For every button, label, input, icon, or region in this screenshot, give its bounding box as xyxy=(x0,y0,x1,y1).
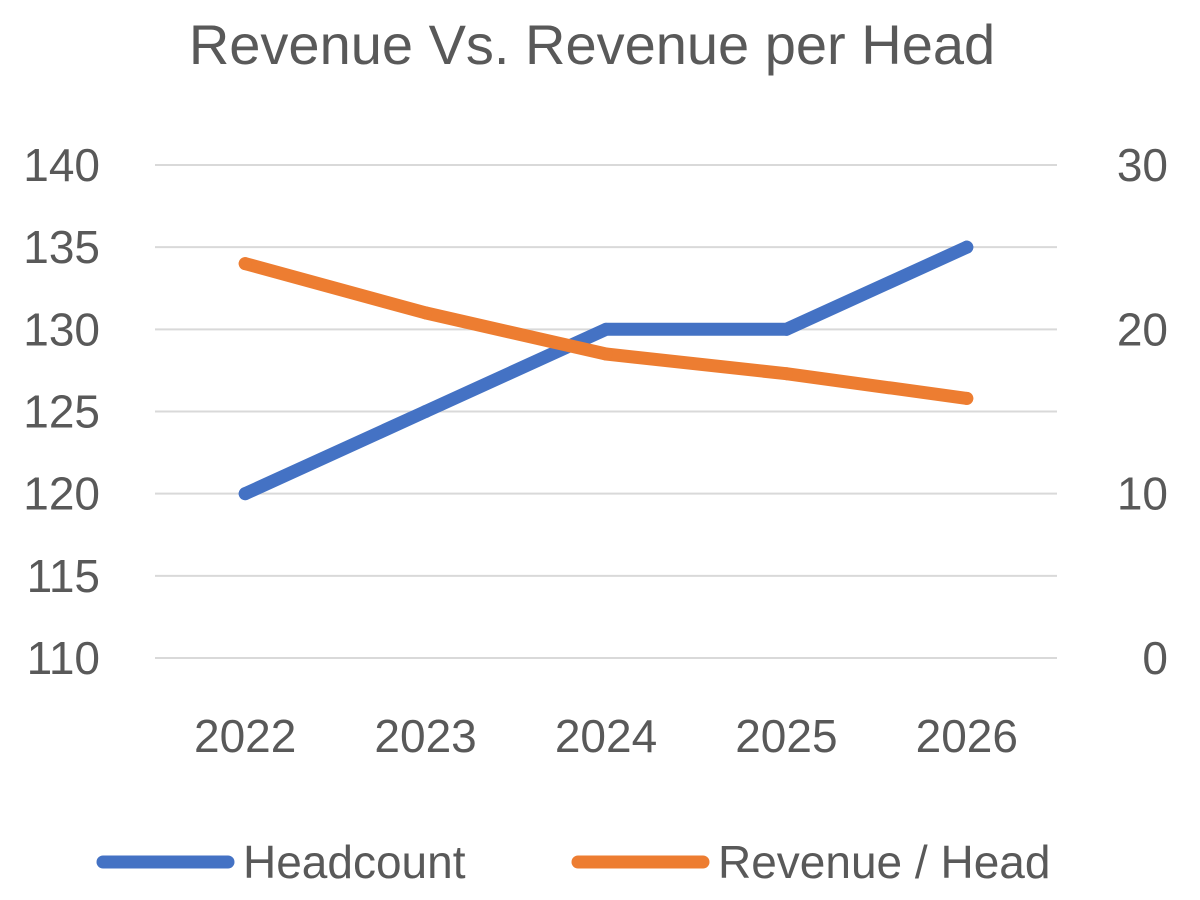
series-point xyxy=(238,257,252,271)
left-axis-ticks: 110 115 120 125 130 135 140 xyxy=(23,139,100,684)
x-axis-tick-label: 2022 xyxy=(194,710,296,762)
x-axis-tick-label: 2023 xyxy=(374,710,476,762)
right-axis-tick-label: 30 xyxy=(1117,139,1168,191)
series-lines xyxy=(238,240,974,501)
right-axis-tick-label: 0 xyxy=(1142,632,1168,684)
gridlines xyxy=(155,164,1057,659)
x-axis-tick-label: 2026 xyxy=(916,710,1018,762)
series-point xyxy=(599,347,613,361)
right-axis-tick-label: 10 xyxy=(1117,468,1168,520)
left-axis-tick-label: 115 xyxy=(27,550,100,602)
left-axis-tick-label: 140 xyxy=(23,139,100,191)
series-point xyxy=(599,322,613,336)
left-axis-tick-label: 120 xyxy=(23,468,100,520)
chart-title: Revenue Vs. Revenue per Head xyxy=(189,13,995,76)
left-axis-tick-label: 110 xyxy=(27,632,100,684)
right-axis-ticks: 0 10 20 30 xyxy=(1117,139,1168,684)
series-point xyxy=(419,306,433,320)
series-point xyxy=(419,405,433,418)
series-line-0 xyxy=(238,240,974,501)
x-axis-tick-label: 2024 xyxy=(555,710,657,762)
series-point xyxy=(238,487,252,501)
series-point xyxy=(779,367,793,381)
series-point xyxy=(779,322,793,336)
left-axis-tick-label: 135 xyxy=(23,221,100,273)
legend-label: Headcount xyxy=(243,836,466,888)
legend-label: Revenue / Head xyxy=(718,836,1050,888)
series-point xyxy=(960,240,974,254)
x-axis-ticks: 2022 2023 2024 2025 2026 xyxy=(194,710,1018,762)
left-axis-tick-label: 130 xyxy=(23,303,100,355)
legend: Headcount Revenue / Head xyxy=(96,836,1050,888)
series-point xyxy=(960,391,974,405)
right-axis-tick-label: 20 xyxy=(1117,303,1168,355)
left-axis-tick-label: 125 xyxy=(23,386,100,438)
x-axis-tick-label: 2025 xyxy=(735,710,837,762)
